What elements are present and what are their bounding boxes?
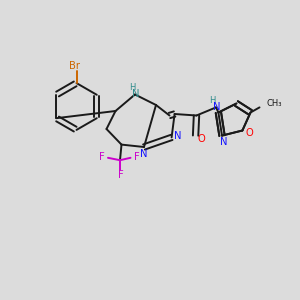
Text: CH₃: CH₃ xyxy=(266,99,282,108)
Text: Br: Br xyxy=(70,61,80,71)
Text: N: N xyxy=(140,148,148,159)
Text: F: F xyxy=(98,152,104,162)
Text: O: O xyxy=(197,134,205,144)
Text: F: F xyxy=(134,152,140,162)
Text: N: N xyxy=(220,137,227,147)
Text: N: N xyxy=(132,89,139,99)
Text: H: H xyxy=(209,96,216,105)
Text: F: F xyxy=(118,170,124,180)
Text: H: H xyxy=(129,83,135,92)
Text: O: O xyxy=(245,128,253,138)
Text: N: N xyxy=(175,130,182,141)
Text: N: N xyxy=(213,102,220,112)
